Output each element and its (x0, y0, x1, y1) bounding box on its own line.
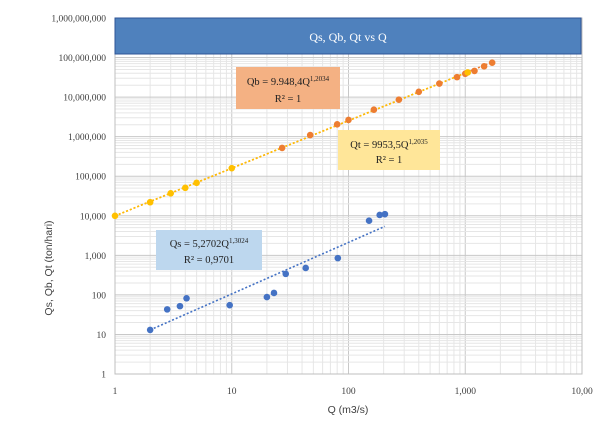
qs-point (302, 264, 310, 272)
qs-point (365, 217, 373, 225)
qs-equation-box (156, 230, 262, 270)
data-points (111, 59, 496, 334)
y-tick-label: 100 (92, 291, 107, 301)
qt-point (111, 212, 119, 220)
qs-point (163, 306, 171, 313)
qt-equation: Qt = 9953,5Q1,2035 (350, 138, 428, 151)
qb-point (480, 63, 488, 70)
qb-point (345, 116, 352, 124)
qb-point (278, 144, 286, 152)
qb-r2: R² = 1 (275, 94, 302, 105)
qs-trendline (149, 225, 386, 331)
qb-point (453, 73, 461, 81)
qb-point (306, 131, 314, 139)
x-tick-label: 10 (227, 387, 237, 397)
trendlines (114, 60, 494, 331)
x-tick-label: 100 (341, 387, 356, 397)
x-tick-label: 1,000 (455, 387, 477, 397)
qs-r2: R² = 0,9701 (184, 255, 234, 266)
qb-point (333, 121, 341, 128)
qb-equation: Qb = 9.948,4Q1,2034 (247, 75, 330, 88)
qs-equation-exponent: 1,3024 (229, 237, 249, 245)
chart-title: Qs, Qb, Qt vs Q (309, 30, 387, 44)
x-tick-label: 1 (113, 387, 118, 397)
qb-point (370, 106, 378, 114)
qs-point (226, 301, 233, 309)
qt-point (146, 198, 154, 206)
qt-equation-box (338, 130, 440, 170)
qb-equation-exponent: 1,2034 (310, 75, 330, 83)
qb-point (488, 59, 496, 67)
y-tick-label: 100,000,000 (59, 54, 107, 64)
qs-equation-main: Qs = 5,2702Q (170, 239, 230, 250)
qs-point (334, 254, 342, 262)
title-band (114, 17, 582, 55)
qs-point (263, 293, 271, 301)
qt-point (181, 184, 189, 192)
x-tick-label: 10,00 (571, 387, 593, 397)
y-axis-label: Qs, Qb, Qt (ton/hari) (43, 220, 55, 315)
qt-point (167, 190, 175, 197)
qb-point (395, 96, 403, 104)
qs-equation: Qs = 5,2702Q1,3024 (170, 237, 249, 250)
qt-point (464, 69, 472, 76)
x-axis-label: Q (m3/s) (328, 404, 369, 416)
y-tick-label: 10 (97, 331, 107, 341)
y-tick-label: 1 (101, 371, 106, 381)
y-tick-label: 1,000 (85, 252, 107, 262)
qs-point (381, 210, 389, 218)
qt-point (228, 164, 236, 172)
y-tick-label: 10,000 (80, 212, 106, 222)
qt-point (193, 179, 200, 187)
y-tick-label: 100,000 (75, 173, 106, 183)
y-tick-label: 10,000,000 (63, 94, 106, 104)
qs-point (146, 326, 154, 334)
qb-point (436, 80, 443, 87)
qs-point (282, 270, 290, 278)
y-tick-label: 1,000,000,000 (51, 15, 106, 25)
qs-point (376, 211, 383, 219)
qb-point (471, 67, 478, 75)
qb-equation-box (236, 67, 340, 109)
qb-equation-main: Qb = 9.948,4Q (247, 77, 311, 88)
qt-r2: R² = 1 (376, 155, 403, 166)
y-tick-label: 1,000,000 (68, 133, 106, 143)
y-axis-ticks: 1 10 100 1,000 10,000 100,000 1,000,000 10,000,… (51, 15, 106, 381)
qs-point (176, 302, 184, 310)
qt-equation-exponent: 1,2035 (408, 138, 428, 146)
qb-point (415, 88, 423, 96)
qt-equation-main: Qt = 9953,5Q (350, 140, 409, 151)
qs-point (183, 294, 190, 302)
qs-point (270, 289, 278, 297)
x-axis-ticks: 1 10 100 1,000 10,00 (113, 387, 593, 397)
